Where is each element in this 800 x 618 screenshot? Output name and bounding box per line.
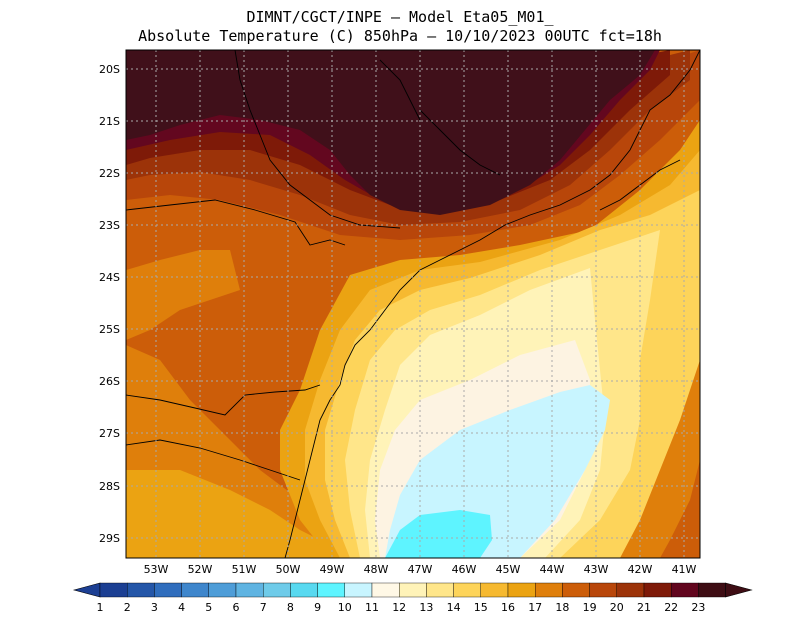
- lon-label: 45W: [496, 563, 521, 576]
- colorbar-arrow-low: [72, 582, 101, 598]
- colorbar-label: 17: [528, 601, 542, 614]
- colorbar-label: 18: [555, 601, 569, 614]
- field-band-19-e: [660, 55, 700, 558]
- latitude-labels: 20S 21S 22S 23S 24S 25S 26S 27S 28S 29S: [99, 63, 120, 545]
- colorbar-swatch: [671, 582, 699, 598]
- colorbar-swatch: [643, 582, 672, 598]
- lat-label: 28S: [99, 480, 120, 493]
- colorbar-swatch: [535, 582, 563, 598]
- colorbar: 1 2 3 4 5 6 7 8 9 10 11 12 13 14 15 16 17 18 19 20 21 22 23: [72, 582, 753, 614]
- colorbar-swatch: [317, 582, 346, 598]
- colorbar-swatch: [698, 582, 726, 598]
- colorbar-label: 7: [260, 601, 267, 614]
- lon-label: 46W: [452, 563, 477, 576]
- lon-label: 48W: [364, 563, 389, 576]
- colorbar-swatch: [235, 582, 264, 598]
- colorbar-swatch: [589, 582, 617, 598]
- colorbar-label: 20: [610, 601, 624, 614]
- map-title-line-1: DIMNT/CGCT/INPE – Model Eta05_M01_: [246, 8, 554, 26]
- colorbar-label: 12: [392, 601, 406, 614]
- colorbar-swatch: [126, 582, 155, 598]
- lat-label: 29S: [99, 532, 120, 545]
- colorbar-label: 10: [338, 601, 352, 614]
- lon-label: 41W: [672, 563, 697, 576]
- colorbar-swatch: [426, 582, 454, 598]
- colorbar-swatch: [99, 582, 128, 598]
- field-band-17-sw: [126, 470, 340, 558]
- map-title-line-2: Absolute Temperature (C) 850hPa – 10/10/…: [138, 27, 662, 45]
- colorbar-arrow-high: [725, 582, 753, 598]
- colorbar-swatch: [290, 582, 318, 598]
- lat-label: 21S: [99, 115, 120, 128]
- colorbar-swatch: [208, 582, 237, 598]
- lon-label: 47W: [408, 563, 433, 576]
- colorbar-label: 6: [233, 601, 240, 614]
- colorbar-label: 3: [151, 601, 158, 614]
- colorbar-label: 19: [583, 601, 597, 614]
- field-band-18-e: [620, 50, 700, 558]
- lon-label: 52W: [188, 563, 213, 576]
- lat-label: 25S: [99, 323, 120, 336]
- colorbar-label: 16: [501, 601, 515, 614]
- colorbar-swatch: [154, 582, 182, 598]
- field-band-24: [126, 50, 655, 215]
- colorbar-label: 2: [124, 601, 131, 614]
- colorbar-label: 4: [178, 601, 185, 614]
- colorbar-label: 5: [205, 601, 212, 614]
- coastline: [126, 50, 700, 558]
- lat-label: 26S: [99, 375, 120, 388]
- field-band-10: [385, 510, 492, 558]
- lat-label: 23S: [99, 219, 120, 232]
- lon-label: 50W: [276, 563, 301, 576]
- field-band-18-w: [126, 250, 240, 340]
- colorbar-swatch: [507, 582, 536, 598]
- longitude-labels: 53W 52W 51W 50W 49W 48W 47W 46W 45W 44W …: [144, 563, 697, 576]
- lon-label: 44W: [540, 563, 565, 576]
- colorbar-label: 21: [637, 601, 651, 614]
- temperature-field: [126, 50, 700, 558]
- colorbar-swatch: [263, 582, 291, 598]
- lat-lon-grid: [126, 50, 700, 558]
- colorbar-label: 13: [419, 601, 433, 614]
- lon-label: 42W: [628, 563, 653, 576]
- colorbar-swatch: [616, 582, 645, 598]
- colorbar-swatch: [399, 582, 427, 598]
- colorbar-swatch: [181, 582, 210, 598]
- colorbar-label: 11: [365, 601, 379, 614]
- colorbar-swatch: [453, 582, 482, 598]
- lon-label: 43W: [584, 563, 609, 576]
- colorbar-label: 23: [691, 601, 705, 614]
- lon-label: 49W: [320, 563, 345, 576]
- colorbar-swatch: [371, 582, 400, 598]
- colorbar-label: 9: [314, 601, 321, 614]
- colorbar-swatch: [480, 582, 509, 598]
- lon-label: 53W: [144, 563, 169, 576]
- colorbar-swatch: [344, 582, 373, 598]
- colorbar-label: 14: [447, 601, 461, 614]
- lat-label: 20S: [99, 63, 120, 76]
- colorbar-label: 1: [97, 601, 104, 614]
- colorbar-label: 8: [287, 601, 294, 614]
- lon-label: 51W: [232, 563, 257, 576]
- lat-label: 22S: [99, 167, 120, 180]
- colorbar-label: 15: [474, 601, 488, 614]
- lat-label: 24S: [99, 271, 120, 284]
- lat-label: 27S: [99, 427, 120, 440]
- colorbar-label: 22: [664, 601, 678, 614]
- colorbar-swatch: [562, 582, 590, 598]
- plot-frame: [125, 49, 701, 559]
